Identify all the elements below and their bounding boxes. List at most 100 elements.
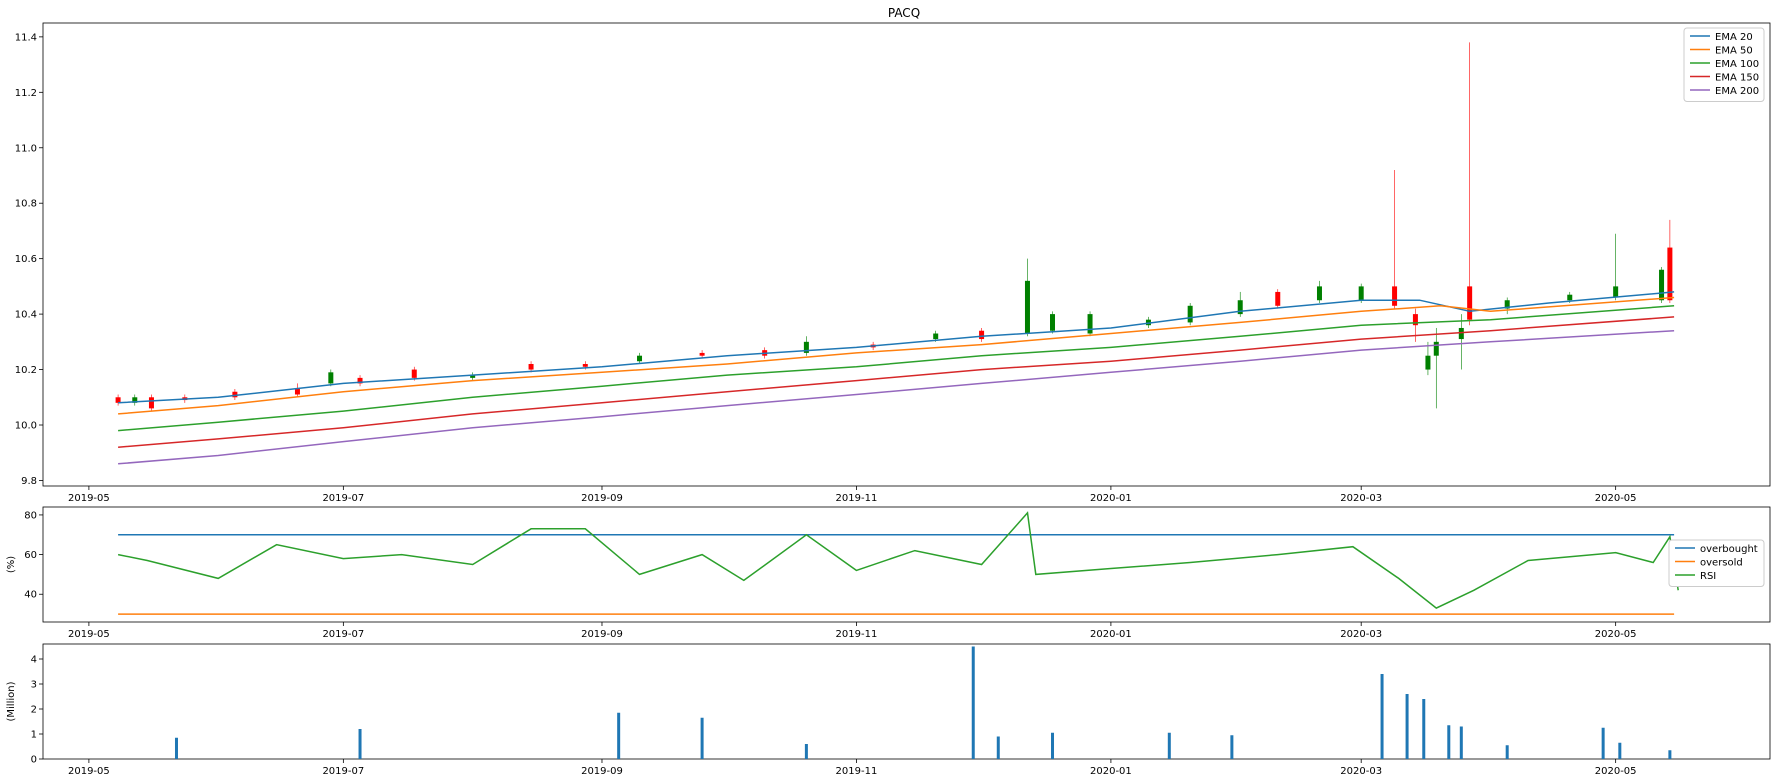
volume-bar (1422, 699, 1426, 759)
candle-body (1567, 294, 1573, 301)
candle-body (582, 364, 588, 367)
candle-body (1237, 300, 1243, 315)
volume-y-axis-label: (Million) (6, 681, 17, 721)
volume-y-tick-label: 3 (31, 680, 37, 691)
volume-bar (804, 744, 808, 759)
price-x-tick-label: 2019-11 (836, 493, 878, 504)
price-series-line (118, 296, 1675, 415)
price-y-tick-label: 11.4 (15, 32, 37, 43)
volume-bar (700, 717, 704, 759)
candle-body (1667, 247, 1673, 301)
candle-body (132, 397, 138, 403)
candle-body (1050, 314, 1056, 331)
price-x-tick-label: 2020-01 (1090, 493, 1132, 504)
chart-title: PACQ (888, 6, 920, 20)
price-y-tick-label: 10.2 (15, 365, 37, 376)
rsi-x-tick-label: 2019-09 (581, 629, 623, 640)
price-legend-label: EMA 100 (1715, 59, 1759, 70)
volume-axes-frame (42, 643, 1771, 760)
rsi-x-tick-label: 2020-01 (1090, 629, 1132, 640)
price-x-tick-label: 2019-09 (581, 493, 623, 504)
volume-bar (1447, 725, 1451, 759)
candle-body (1087, 314, 1093, 334)
candle-body (1024, 280, 1030, 334)
volume-bar (1380, 674, 1384, 759)
price-series-line (118, 291, 1675, 404)
volume-y-tick-label: 2 (31, 705, 37, 716)
volume-bar (1405, 694, 1409, 759)
volume-y-tick-label: 4 (31, 655, 37, 666)
candle-body (294, 388, 300, 395)
candle-body (1392, 286, 1398, 306)
volume-bar (971, 646, 975, 759)
candle-body (357, 377, 363, 384)
rsi-x-tick-label: 2020-05 (1595, 629, 1637, 640)
rsi-series-line (117, 511, 1679, 609)
candle-body (1433, 341, 1439, 356)
volume-bar (1230, 735, 1234, 759)
price-panel: 2019-05 2019-07 2019-09 2019-11 2020-01 2020-… (15, 22, 1771, 504)
volume-x-tick-label: 2019-05 (68, 766, 110, 777)
candle-body (979, 330, 985, 340)
volume-x-tick-label: 2019-09 (581, 766, 623, 777)
volume-x-tick-label: 2020-01 (1090, 766, 1132, 777)
volume-x-tick-label: 2019-11 (836, 766, 878, 777)
price-y-tick-label: 11.2 (15, 88, 37, 99)
price-y-tick-label: 11.0 (15, 143, 37, 154)
candle-body (933, 333, 939, 340)
volume-panel: 2019-05 2019-07 2019-09 2019-11 2020-01 2020-… (6, 643, 1771, 777)
candle-body (637, 355, 643, 362)
price-y-tick-label: 10.8 (15, 199, 37, 210)
price-axes-frame (42, 22, 1771, 487)
candle-body (1425, 355, 1431, 370)
candle-body (411, 369, 417, 378)
volume-bar (358, 729, 362, 759)
price-x-tick-label: 2020-05 (1595, 493, 1637, 504)
volume-bar (1618, 742, 1622, 759)
volume-bar (1668, 750, 1672, 759)
rsi-y-axis-label: (%) (6, 556, 17, 573)
volume-bar (174, 737, 178, 759)
rsi-y-tick-label: 80 (24, 510, 37, 521)
candle-body (1275, 291, 1281, 306)
candle-body (328, 372, 334, 384)
price-x-tick-label: 2020-03 (1340, 493, 1382, 504)
candle-body (699, 352, 705, 356)
rsi-axes-frame (42, 506, 1771, 623)
candle-body (115, 397, 121, 403)
candle-body (1467, 286, 1473, 320)
volume-bar (617, 712, 621, 759)
candle-body (148, 397, 154, 409)
price-legend-label: EMA 50 (1715, 46, 1753, 57)
rsi-legend-label: oversold (1700, 558, 1743, 569)
candle-body (1187, 305, 1193, 323)
volume-y-tick-label: 1 (31, 730, 37, 741)
volume-bar (1051, 732, 1055, 759)
volume-x-tick-label: 2019-07 (322, 766, 364, 777)
price-y-tick-label: 10.0 (15, 421, 37, 432)
candle-body (1458, 327, 1464, 340)
rsi-legend-label: RSI (1700, 571, 1716, 582)
price-y-tick-label: 10.4 (15, 310, 37, 321)
rsi-y-tick-label: 60 (24, 550, 37, 561)
candle-body (470, 375, 476, 378)
price-legend-box (1683, 27, 1765, 102)
candle-body (1412, 314, 1418, 326)
candle-body (1358, 286, 1364, 301)
volume-bar (1459, 726, 1463, 759)
volume-bar (996, 736, 1000, 759)
candle-body (1659, 269, 1665, 301)
volume-bar (1505, 745, 1509, 759)
candle-body (232, 391, 238, 398)
volume-x-tick-label: 2020-05 (1595, 766, 1637, 777)
candle-body (803, 341, 809, 353)
price-legend-label: EMA 150 (1715, 73, 1759, 84)
rsi-legend-label: overbought (1700, 544, 1758, 555)
price-x-tick-label: 2019-05 (68, 493, 110, 504)
price-legend-label: EMA 20 (1715, 32, 1753, 43)
price-series-line (118, 316, 1675, 448)
rsi-x-tick-label: 2019-05 (68, 629, 110, 640)
price-y-tick-label: 9.8 (21, 476, 37, 487)
rsi-x-tick-label: 2020-03 (1340, 629, 1382, 640)
